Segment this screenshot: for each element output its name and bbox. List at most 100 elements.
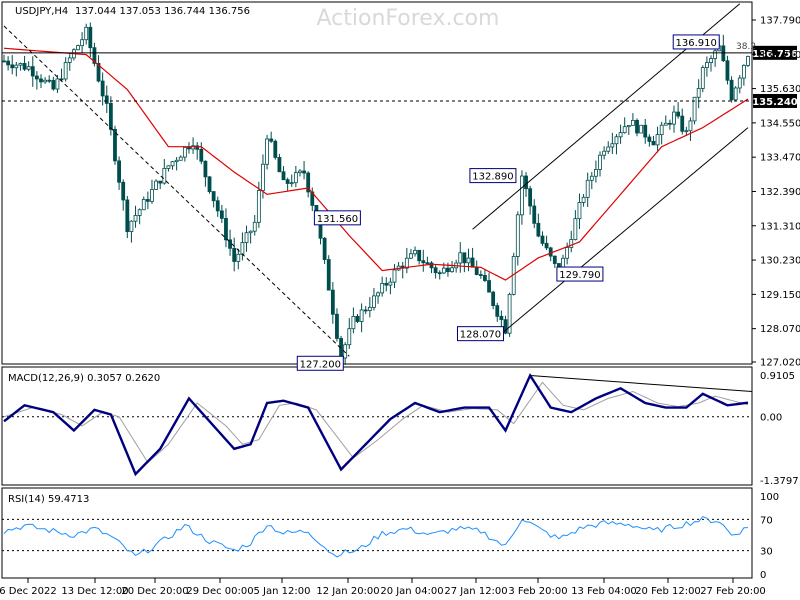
price-candle-body bbox=[182, 147, 187, 158]
x-axis-label: 20 Feb 12:00 bbox=[635, 586, 701, 597]
price-candle-body bbox=[376, 292, 380, 297]
price-candle-body bbox=[117, 160, 121, 183]
price-candle-body bbox=[277, 157, 282, 173]
price-candle-body bbox=[18, 63, 23, 66]
price-candle-body bbox=[388, 281, 393, 286]
price-candle-body bbox=[429, 262, 434, 269]
price-candle-body bbox=[651, 141, 656, 146]
x-axis-label: 3 Feb 20:00 bbox=[508, 586, 567, 597]
price-candle-body bbox=[150, 188, 154, 202]
price-candle-body bbox=[680, 115, 685, 132]
price-candle-body bbox=[232, 247, 237, 262]
price-candle-body bbox=[614, 136, 619, 145]
price-candle-body bbox=[335, 313, 339, 339]
level-price-tag: 135.240 bbox=[752, 97, 798, 108]
x-axis-label: 12 Jan 20:00 bbox=[316, 586, 379, 597]
price-candle-body bbox=[413, 249, 417, 255]
price-candle-body bbox=[51, 80, 56, 90]
price-candle-body bbox=[367, 306, 372, 311]
price-axis-label: 130.230 bbox=[760, 256, 800, 267]
price-candle-body bbox=[34, 75, 39, 80]
price-candle-body bbox=[133, 215, 138, 222]
price-candle-body bbox=[569, 239, 574, 248]
price-candle-body bbox=[676, 111, 681, 117]
price-candle-body bbox=[733, 87, 738, 101]
price-candle-body bbox=[470, 257, 475, 268]
price-candle-body bbox=[244, 232, 249, 243]
price-candle-body bbox=[618, 132, 623, 138]
price-candle-body bbox=[330, 289, 335, 315]
price-candle-body bbox=[692, 96, 697, 122]
channel-lower-line bbox=[496, 127, 749, 338]
price-candle-body bbox=[507, 293, 512, 334]
price-candle-body bbox=[655, 134, 660, 146]
x-axis-label: 6 Dec 2022 bbox=[0, 586, 57, 597]
price-candle-body bbox=[55, 78, 60, 90]
price-candle-body bbox=[446, 267, 450, 273]
price-candle-body bbox=[598, 154, 602, 170]
price-candle-body bbox=[635, 119, 639, 134]
price-candle-body bbox=[281, 171, 286, 181]
price-candle-body bbox=[178, 156, 183, 161]
price-candle-body bbox=[585, 179, 590, 198]
price-axis-label: 136.710 bbox=[760, 50, 800, 61]
price-candle-body bbox=[372, 295, 376, 308]
price-candle-body bbox=[6, 60, 11, 66]
price-candle-body bbox=[269, 138, 274, 142]
price-candle-body bbox=[404, 257, 409, 269]
price-candle-body bbox=[125, 199, 130, 232]
price-candle-body bbox=[355, 315, 360, 322]
price-candle-body bbox=[191, 145, 195, 150]
price-candle-body bbox=[137, 209, 142, 216]
price-candle-body bbox=[709, 58, 713, 63]
price-candle-body bbox=[741, 64, 746, 79]
price-candle-body bbox=[713, 50, 718, 59]
price-candle-body bbox=[10, 64, 15, 69]
price-candle-body bbox=[548, 247, 553, 257]
price-candle-body bbox=[474, 266, 479, 275]
price-candle-body bbox=[211, 191, 216, 202]
price-candle-body bbox=[610, 143, 615, 148]
price-candle-body bbox=[174, 159, 179, 163]
price-candle-body bbox=[573, 218, 578, 240]
price-candle-body bbox=[499, 315, 504, 321]
price-candle-body bbox=[240, 242, 245, 255]
price-candle-body bbox=[704, 62, 709, 68]
price-candle-body bbox=[203, 160, 208, 178]
price-candle-body bbox=[466, 257, 471, 264]
price-axis-label: 135.630 bbox=[760, 84, 800, 95]
rsi-axis-label: 100 bbox=[760, 492, 779, 503]
price-candle-body bbox=[421, 260, 426, 264]
price-candle-body bbox=[672, 111, 676, 125]
annotation-box bbox=[469, 168, 517, 184]
price-candle-body bbox=[302, 170, 306, 174]
price-candle-body bbox=[462, 252, 467, 264]
price-candle-body bbox=[100, 80, 105, 97]
price-candle-body bbox=[104, 95, 109, 104]
price-candle-body bbox=[67, 57, 72, 63]
price-candle-body bbox=[248, 230, 253, 234]
price-axis-label: 137.790 bbox=[760, 16, 800, 27]
price-candle-body bbox=[289, 182, 294, 185]
price-candle-body bbox=[129, 220, 134, 232]
chart-ohlc: 137.044 137.053 136.744 136.756 bbox=[75, 6, 250, 17]
price-axis-label: 128.070 bbox=[760, 324, 800, 335]
price-candle-body bbox=[14, 64, 19, 69]
price-candle-body bbox=[417, 249, 422, 262]
annotation-label: 128.070 bbox=[460, 330, 501, 341]
price-candle-body bbox=[433, 267, 438, 274]
price-candle-body bbox=[729, 79, 734, 101]
price-candle-body bbox=[322, 237, 327, 260]
x-axis-label: 13 Feb 04:00 bbox=[571, 586, 637, 597]
annotation-label: 127.200 bbox=[300, 359, 341, 370]
annotation-box bbox=[296, 355, 344, 371]
price-candle-body bbox=[746, 56, 750, 66]
price-axis-label: 127.020 bbox=[760, 358, 800, 369]
annotation-label: 131.560 bbox=[317, 214, 358, 225]
rsi-line bbox=[3, 515, 749, 558]
price-candle-body bbox=[544, 242, 549, 249]
macd-panel-frame bbox=[1, 366, 753, 486]
annotation-label: 129.790 bbox=[559, 270, 600, 281]
price-candle-body bbox=[639, 124, 644, 134]
price-candle-body bbox=[219, 210, 224, 219]
